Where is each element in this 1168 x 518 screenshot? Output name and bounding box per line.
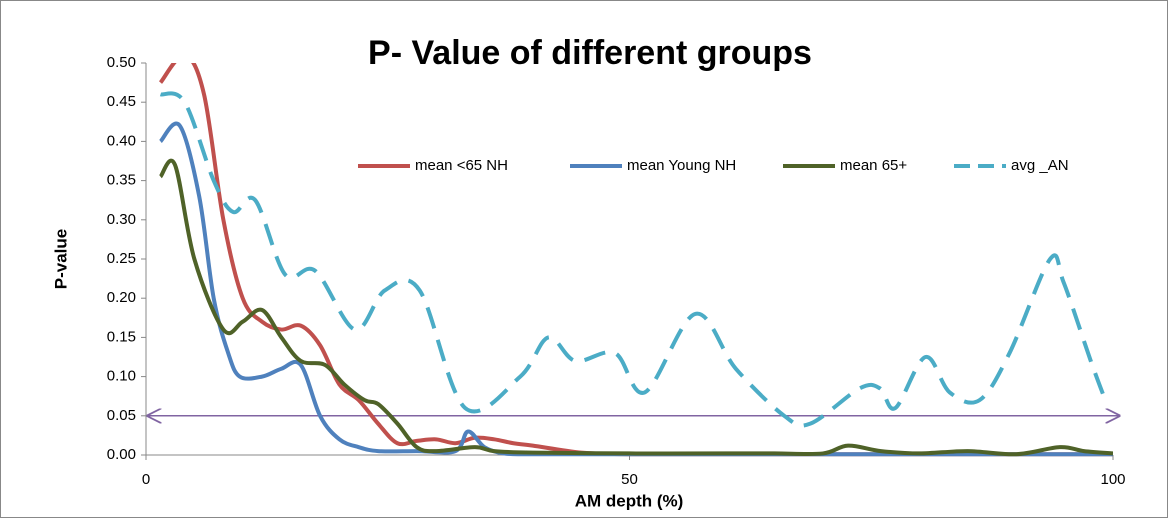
line-series xyxy=(158,158,1113,457)
plot-area xyxy=(158,63,1113,457)
legend-label: avg _AN xyxy=(1011,157,1069,174)
x-tick-label: 50 xyxy=(621,471,638,488)
y-tick-label: 0.20 xyxy=(107,289,136,306)
legend-label: mean Young NH xyxy=(627,157,736,174)
y-tick-label: 0.00 xyxy=(107,446,136,463)
chart-title: P- Value of different groups xyxy=(368,34,812,72)
x-tick-label: 100 xyxy=(1100,471,1125,488)
x-axis-label: AM depth (%) xyxy=(575,491,684,510)
x-tick-label: 0 xyxy=(142,471,150,488)
y-tick-label: 0.30 xyxy=(107,211,136,228)
legend-label: mean 65+ xyxy=(840,157,907,174)
legend-label: mean <65 NH xyxy=(415,157,508,174)
y-axis-label: P-value xyxy=(51,229,70,289)
y-tick-label: 0.15 xyxy=(107,328,136,345)
y-tick-label: 0.35 xyxy=(107,172,136,189)
y-tick-label: 0.10 xyxy=(107,368,136,385)
y-tick-label: 0.05 xyxy=(107,407,136,424)
y-tick-label: 0.40 xyxy=(107,132,136,149)
y-tick-label: 0.45 xyxy=(107,93,136,110)
y-tick-label: 0.50 xyxy=(107,54,136,71)
y-tick-label: 0.25 xyxy=(107,250,136,267)
line-series xyxy=(159,91,1108,428)
